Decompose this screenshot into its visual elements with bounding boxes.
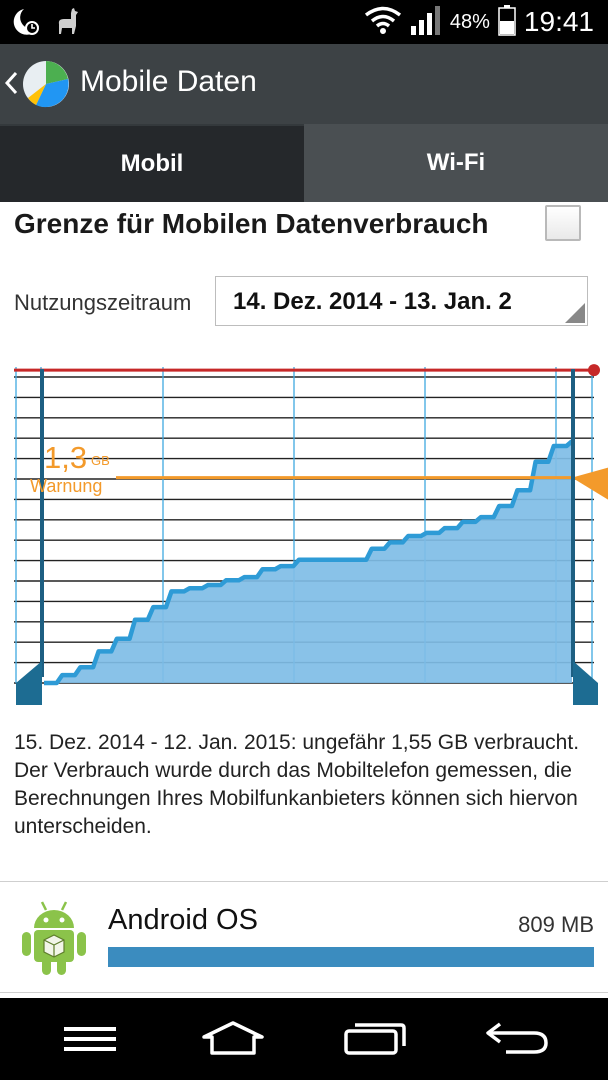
tab-bar: Mobil Wi-Fi: [0, 124, 608, 202]
menu-icon[interactable]: [62, 1020, 118, 1061]
range-start-handle: [16, 661, 42, 705]
tab-label: Mobil: [120, 150, 184, 177]
android-icon: [18, 898, 90, 983]
up-chevron-icon[interactable]: [4, 70, 18, 101]
period-label: Nutzungszeitraum: [14, 290, 192, 315]
app-name: Android OS: [108, 904, 258, 936]
warning-handle: [572, 467, 608, 500]
home-icon[interactable]: [200, 1020, 266, 1061]
divider: [0, 881, 608, 882]
usage-summary: 15. Dez. 2014 - 12. Jan. 2015: ungefähr …: [14, 731, 580, 838]
wifi-icon: [364, 6, 402, 39]
usage-chart: 1,3 GB Warnung: [0, 355, 608, 710]
action-bar: Mobile Daten: [0, 44, 608, 124]
tab-wifi[interactable]: Wi-Fi: [304, 124, 608, 202]
moon-clock-icon: [10, 6, 42, 43]
limit-checkbox[interactable]: [545, 205, 581, 241]
app-usage-bar: [108, 947, 594, 967]
usage-area: [44, 441, 572, 683]
data-usage-pie-icon[interactable]: [22, 58, 70, 113]
status-bar: 48% 19:41: [0, 0, 608, 44]
range-end-handle: [573, 661, 598, 705]
battery-percent: 48%: [449, 10, 490, 33]
limit-row[interactable]: Grenze für Mobilen Datenverbrauch: [0, 200, 608, 250]
app-size: 809 MB: [518, 912, 594, 937]
warning-label: Warnung: [30, 476, 102, 496]
warning-unit: GB: [91, 453, 110, 468]
tab-mobile[interactable]: Mobil: [0, 124, 304, 202]
usage-chart-svg: 1,3 GB Warnung: [14, 364, 608, 705]
page-title: Mobile Daten: [80, 65, 257, 98]
llama-icon: [52, 6, 82, 43]
battery-icon: [498, 4, 516, 41]
limit-handle: [588, 364, 600, 377]
usage-line: [44, 439, 574, 686]
limit-label: Grenze für Mobilen Datenverbrauch: [14, 208, 489, 239]
navigation-bar: [0, 998, 608, 1080]
warning-value: 1,3: [44, 440, 87, 475]
app-usage-row[interactable]: Android OS 809 MB: [0, 882, 608, 992]
clock: 19:41: [523, 6, 594, 37]
recent-apps-icon[interactable]: [343, 1020, 407, 1061]
period-dropdown[interactable]: 14. Dez. 2014 - 13. Jan. 2: [215, 276, 588, 326]
dropdown-corner-icon: [565, 303, 585, 323]
back-icon[interactable]: [484, 1020, 550, 1061]
signal-icon: [410, 4, 442, 41]
period-value: 14. Dez. 2014 - 13. Jan. 2: [233, 288, 512, 315]
tab-label: Wi-Fi: [426, 149, 486, 176]
divider: [0, 992, 608, 993]
